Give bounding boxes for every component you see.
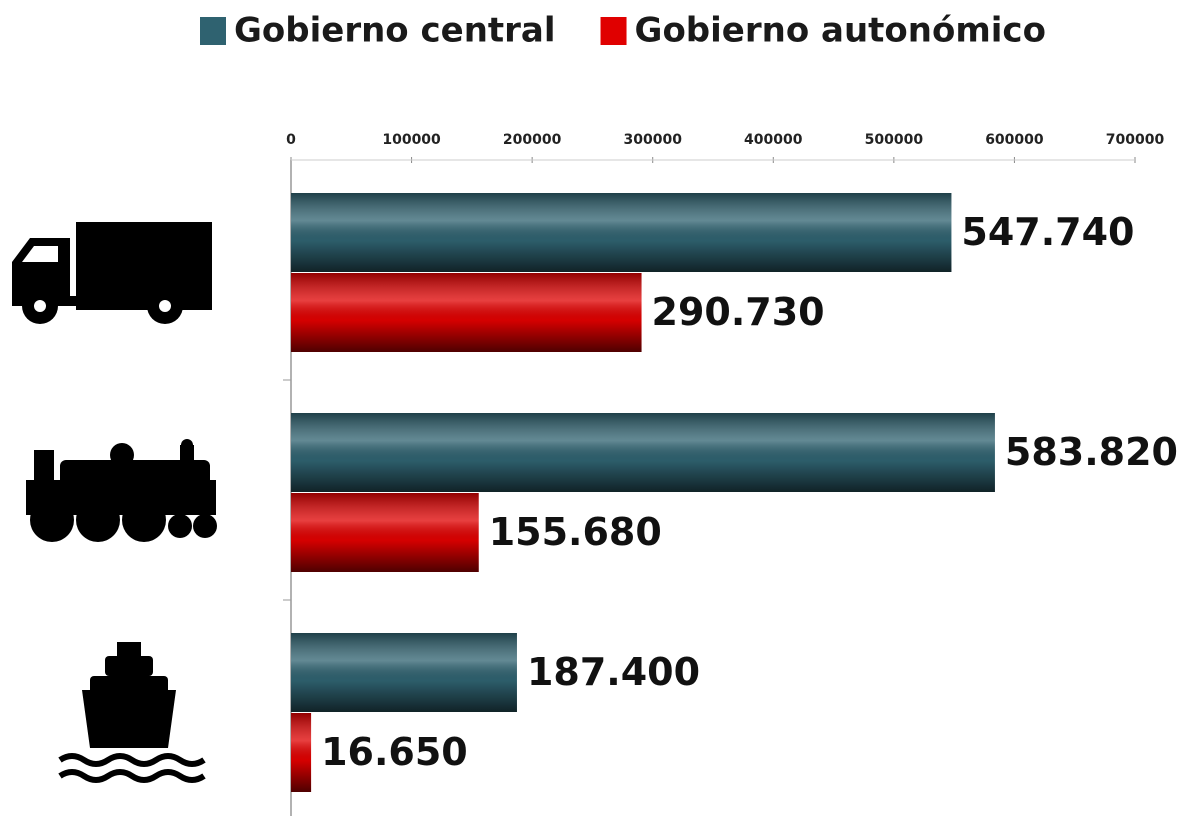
bar-group xyxy=(291,193,952,272)
x-tick-label: 600000 xyxy=(985,132,1044,148)
x-tick-label: 500000 xyxy=(865,132,924,148)
x-tick-label: 0 xyxy=(286,132,296,148)
legend-swatch xyxy=(600,17,627,45)
value-label: 187.400 xyxy=(527,650,700,694)
x-tick-label: 200000 xyxy=(503,132,562,148)
legend-label: Gobierno central xyxy=(234,11,556,51)
x-tick-label: 100000 xyxy=(382,132,441,148)
value-label: 583.820 xyxy=(1005,430,1178,474)
ship-icon xyxy=(58,642,206,783)
bar-shading xyxy=(291,193,952,272)
bar-group xyxy=(291,493,479,572)
legend-swatch xyxy=(200,17,226,45)
bar-shading xyxy=(291,493,479,572)
bar-group xyxy=(291,413,995,492)
x-tick-label: 400000 xyxy=(744,132,803,148)
x-tick-label: 300000 xyxy=(623,132,682,148)
bar-group xyxy=(291,633,517,712)
value-label: 547.740 xyxy=(961,210,1134,254)
legend-label: Gobierno autonómico xyxy=(635,11,1046,51)
bar-shading xyxy=(291,713,312,792)
bar-shading xyxy=(291,273,642,352)
x-tick-label: 700000 xyxy=(1106,132,1165,148)
value-label: 16.650 xyxy=(321,730,468,774)
bar-shading xyxy=(291,633,517,712)
value-label: 155.680 xyxy=(489,510,662,554)
value-label: 290.730 xyxy=(652,290,825,334)
bar-group xyxy=(291,713,312,792)
bar-group xyxy=(291,273,642,352)
bar-shading xyxy=(291,413,995,492)
truck-icon xyxy=(12,222,212,324)
train-icon xyxy=(26,439,217,542)
